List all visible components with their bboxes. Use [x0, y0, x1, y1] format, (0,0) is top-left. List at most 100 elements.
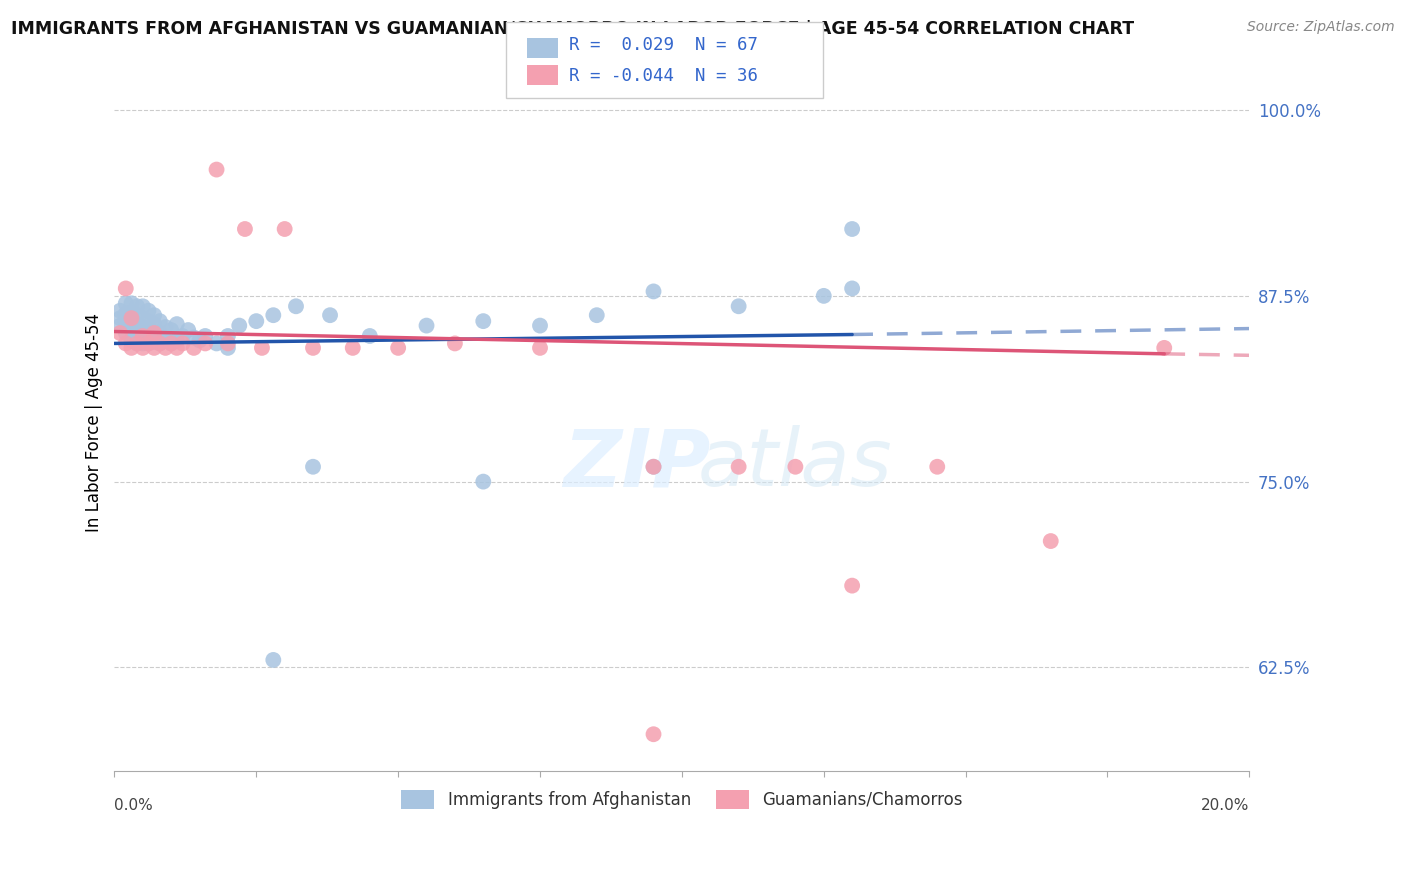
Text: Source: ZipAtlas.com: Source: ZipAtlas.com — [1247, 20, 1395, 34]
Point — [120, 314, 142, 328]
Point — [132, 341, 155, 355]
Point — [177, 323, 200, 337]
Point — [1039, 534, 1062, 549]
Point — [138, 336, 160, 351]
Point — [529, 318, 551, 333]
Point — [415, 318, 437, 333]
Point — [127, 336, 149, 351]
Point — [841, 579, 863, 593]
Point — [143, 341, 166, 355]
Point — [359, 329, 381, 343]
Point — [841, 281, 863, 295]
Point — [342, 341, 364, 355]
Point — [233, 222, 256, 236]
Point — [444, 336, 467, 351]
Point — [143, 326, 166, 340]
Text: ZIP: ZIP — [562, 425, 710, 503]
Point — [143, 326, 166, 340]
Point — [387, 341, 409, 355]
Point — [585, 308, 607, 322]
Point — [138, 336, 160, 351]
Point — [643, 459, 665, 474]
Point — [127, 336, 149, 351]
Point — [120, 311, 142, 326]
Point — [120, 296, 142, 310]
Point — [138, 303, 160, 318]
Point — [472, 314, 495, 328]
Point — [149, 326, 172, 340]
Point — [188, 334, 211, 348]
Point — [166, 334, 188, 348]
Point — [114, 314, 136, 328]
Point — [108, 303, 131, 318]
Text: R =  0.029  N = 67: R = 0.029 N = 67 — [569, 37, 758, 54]
Point — [643, 727, 665, 741]
Point — [785, 459, 807, 474]
Point — [166, 341, 188, 355]
Point — [529, 341, 551, 355]
Point — [155, 334, 177, 348]
Point — [138, 329, 160, 343]
Point — [138, 314, 160, 328]
Point — [262, 308, 284, 322]
Point — [205, 336, 228, 351]
Point — [132, 311, 155, 326]
Point — [472, 475, 495, 489]
Point — [1153, 341, 1175, 355]
Point — [127, 326, 149, 340]
Point — [114, 326, 136, 340]
Text: 20.0%: 20.0% — [1201, 798, 1250, 814]
Point — [132, 329, 155, 343]
Point — [183, 330, 205, 344]
Point — [127, 317, 149, 331]
Point — [727, 459, 749, 474]
Point — [149, 336, 172, 351]
Point — [108, 311, 131, 326]
Text: 0.0%: 0.0% — [114, 798, 153, 814]
Point — [262, 653, 284, 667]
Point — [132, 320, 155, 334]
Point — [155, 341, 177, 355]
Point — [127, 299, 149, 313]
Legend: Immigrants from Afghanistan, Guamanians/Chamorros: Immigrants from Afghanistan, Guamanians/… — [394, 783, 970, 815]
Text: IMMIGRANTS FROM AFGHANISTAN VS GUAMANIAN/CHAMORRO IN LABOR FORCE | AGE 45-54 COR: IMMIGRANTS FROM AFGHANISTAN VS GUAMANIAN… — [11, 20, 1135, 37]
Point — [319, 308, 342, 322]
Point — [143, 334, 166, 349]
Point — [194, 336, 217, 351]
Point — [160, 336, 183, 351]
Point — [228, 318, 250, 333]
Point — [217, 336, 239, 351]
Point — [245, 314, 267, 328]
Point — [727, 299, 749, 313]
Point — [132, 299, 155, 313]
Point — [160, 323, 183, 337]
Point — [160, 336, 183, 351]
Point — [127, 308, 149, 322]
Point — [143, 308, 166, 322]
Point — [114, 281, 136, 295]
Point — [273, 222, 295, 236]
Y-axis label: In Labor Force | Age 45-54: In Labor Force | Age 45-54 — [86, 313, 103, 532]
Point — [108, 318, 131, 333]
Point — [114, 296, 136, 310]
Point — [217, 341, 239, 355]
Point — [132, 336, 155, 351]
Point — [138, 321, 160, 335]
Point — [250, 341, 273, 355]
Point — [302, 341, 325, 355]
Point — [120, 341, 142, 355]
Point — [841, 222, 863, 236]
Point — [149, 336, 172, 351]
Point — [302, 459, 325, 474]
Point — [927, 459, 949, 474]
Point — [217, 329, 239, 343]
Point — [166, 317, 188, 331]
Point — [285, 299, 308, 313]
Text: atlas: atlas — [697, 425, 893, 503]
Point — [172, 329, 194, 343]
Point — [643, 459, 665, 474]
Point — [120, 305, 142, 319]
Point — [120, 323, 142, 337]
Point — [114, 307, 136, 321]
Point — [172, 336, 194, 351]
